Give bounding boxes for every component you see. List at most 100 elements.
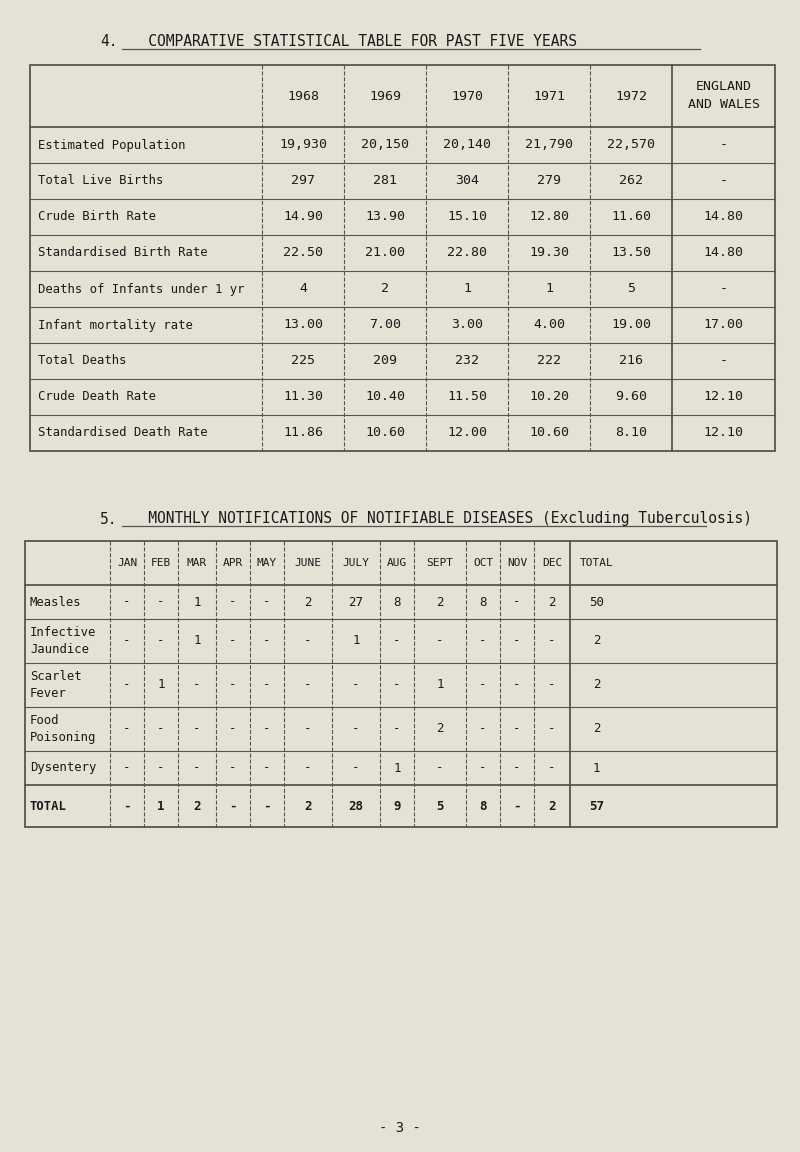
Text: 1: 1 (545, 282, 553, 296)
Text: SEPT: SEPT (426, 558, 454, 568)
Text: 1: 1 (436, 679, 444, 691)
Text: 11.30: 11.30 (283, 391, 323, 403)
Text: -: - (230, 761, 237, 774)
Text: -: - (394, 679, 401, 691)
Text: Estimated Population: Estimated Population (38, 138, 186, 152)
Text: -: - (514, 635, 521, 647)
Text: MONTHLY NOTIFICATIONS OF NOTIFIABLE DISEASES (Excluding Tuberculosis): MONTHLY NOTIFICATIONS OF NOTIFIABLE DISE… (122, 511, 752, 526)
Text: 57: 57 (589, 799, 604, 812)
Text: Food
Poisoning: Food Poisoning (30, 714, 96, 744)
Text: 8: 8 (394, 596, 401, 608)
Text: -: - (304, 679, 312, 691)
Text: 14.90: 14.90 (283, 211, 323, 223)
Text: 1969: 1969 (369, 90, 401, 103)
Text: 22.80: 22.80 (447, 247, 487, 259)
Text: JULY: JULY (342, 558, 370, 568)
Text: -: - (158, 635, 165, 647)
Text: -: - (158, 761, 165, 774)
Text: -: - (123, 679, 130, 691)
Text: 1: 1 (394, 761, 401, 774)
Text: 1: 1 (593, 761, 600, 774)
Text: 4.: 4. (100, 35, 118, 50)
Text: 12.00: 12.00 (447, 426, 487, 440)
Text: 22,570: 22,570 (607, 138, 655, 152)
Text: -: - (230, 722, 237, 735)
Text: 13.90: 13.90 (365, 211, 405, 223)
Text: 50: 50 (589, 596, 604, 608)
Text: -: - (548, 679, 556, 691)
Text: AUG: AUG (387, 558, 407, 568)
Text: 10.60: 10.60 (365, 426, 405, 440)
Text: Standardised Death Rate: Standardised Death Rate (38, 426, 208, 440)
Text: 2: 2 (304, 596, 312, 608)
Text: -: - (479, 761, 486, 774)
Text: 4.00: 4.00 (533, 318, 565, 332)
Text: -: - (194, 761, 201, 774)
Text: 1: 1 (158, 799, 165, 812)
Text: MAR: MAR (187, 558, 207, 568)
Text: 1: 1 (194, 596, 201, 608)
Text: 19.00: 19.00 (611, 318, 651, 332)
Text: -: - (263, 761, 270, 774)
Text: 12.80: 12.80 (529, 211, 569, 223)
Text: 10.40: 10.40 (365, 391, 405, 403)
Text: 1: 1 (158, 679, 165, 691)
Text: -: - (548, 722, 556, 735)
Text: 2: 2 (436, 722, 444, 735)
Text: 12.10: 12.10 (703, 426, 743, 440)
Text: Standardised Birth Rate: Standardised Birth Rate (38, 247, 208, 259)
Text: 279: 279 (537, 174, 561, 188)
Text: 262: 262 (619, 174, 643, 188)
Text: 209: 209 (373, 355, 397, 367)
Text: 5: 5 (436, 799, 444, 812)
Text: 21,790: 21,790 (525, 138, 573, 152)
Text: 15.10: 15.10 (447, 211, 487, 223)
Text: 10.20: 10.20 (529, 391, 569, 403)
Text: - 3 -: - 3 - (379, 1121, 421, 1135)
Text: 22.50: 22.50 (283, 247, 323, 259)
Text: 13.50: 13.50 (611, 247, 651, 259)
Text: 20,140: 20,140 (443, 138, 491, 152)
Text: -: - (514, 722, 521, 735)
Text: -: - (194, 722, 201, 735)
Text: -: - (230, 635, 237, 647)
Text: -: - (548, 635, 556, 647)
Text: Total Deaths: Total Deaths (38, 355, 126, 367)
Text: 2: 2 (548, 799, 556, 812)
Text: -: - (263, 635, 270, 647)
Text: -: - (230, 679, 237, 691)
Text: 8.10: 8.10 (615, 426, 647, 440)
Text: Measles: Measles (30, 596, 82, 608)
Text: 2: 2 (593, 679, 600, 691)
Text: 2: 2 (194, 799, 201, 812)
Text: -: - (230, 596, 237, 608)
Text: 225: 225 (291, 355, 315, 367)
Text: 9.60: 9.60 (615, 391, 647, 403)
Text: NOV: NOV (507, 558, 527, 568)
Text: 2: 2 (381, 282, 389, 296)
Text: 10.60: 10.60 (529, 426, 569, 440)
Text: TOTAL: TOTAL (30, 799, 67, 812)
Bar (30, 65, 775, 450)
Text: -: - (304, 722, 312, 735)
Text: -: - (719, 355, 727, 367)
Text: Deaths of Infants under 1 yr: Deaths of Infants under 1 yr (38, 282, 245, 296)
Text: -: - (479, 679, 486, 691)
Text: -: - (263, 722, 270, 735)
Text: 2: 2 (548, 596, 556, 608)
Text: TOTAL: TOTAL (580, 558, 614, 568)
Text: 1970: 1970 (451, 90, 483, 103)
Text: Infant mortality rate: Infant mortality rate (38, 318, 193, 332)
Text: 5: 5 (627, 282, 635, 296)
Text: 19.30: 19.30 (529, 247, 569, 259)
Text: -: - (479, 722, 486, 735)
Text: -: - (436, 761, 444, 774)
Text: 1972: 1972 (615, 90, 647, 103)
Text: -: - (514, 679, 521, 691)
Text: 1971: 1971 (533, 90, 565, 103)
Text: 11.60: 11.60 (611, 211, 651, 223)
Text: -: - (123, 596, 130, 608)
Text: 2: 2 (593, 635, 600, 647)
Text: -: - (352, 679, 360, 691)
Text: APR: APR (223, 558, 243, 568)
